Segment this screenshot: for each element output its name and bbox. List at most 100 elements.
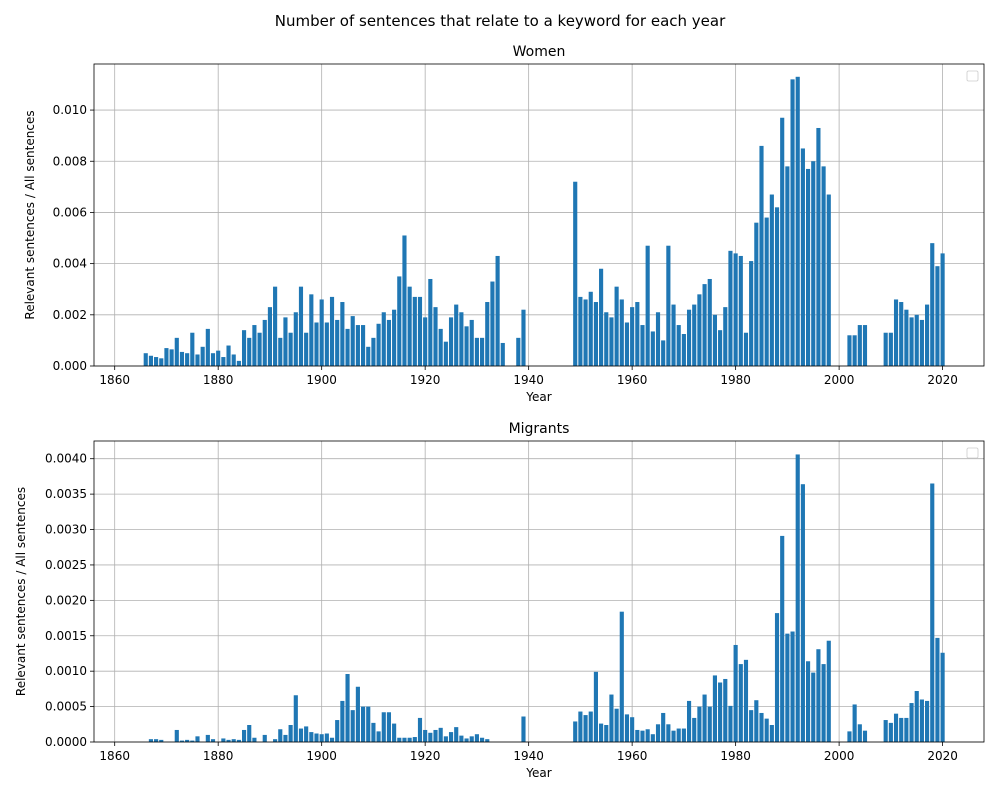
- migrants-bar: [438, 727, 443, 742]
- migrants-bar: [278, 729, 283, 742]
- migrants-bar: [785, 633, 790, 742]
- women-ytick-label: 0.010: [53, 103, 87, 117]
- migrants-legend: [966, 447, 979, 459]
- migrants-bar: [666, 724, 671, 742]
- women-bar: [195, 354, 200, 366]
- migrants-bar: [355, 686, 360, 742]
- migrants-bar: [780, 535, 785, 742]
- women-bar: [298, 286, 304, 366]
- women-bar: [231, 354, 236, 366]
- women-ytick-label: 0.006: [53, 205, 87, 219]
- migrants-bar: [707, 706, 712, 742]
- migrants-bar: [241, 729, 247, 742]
- women-bar: [252, 325, 257, 366]
- migrants-bar: [448, 732, 454, 742]
- migrants-bar: [407, 737, 412, 742]
- women-xtick-label: 2020: [927, 373, 958, 387]
- women-xtick-label: 1940: [513, 373, 544, 387]
- migrants-bar: [397, 737, 402, 742]
- migrants-bar: [800, 484, 805, 742]
- migrants-bar: [588, 711, 593, 742]
- migrants-bar: [671, 730, 676, 742]
- women-bar: [386, 319, 392, 366]
- migrants-bar: [433, 729, 438, 742]
- migrants-bar: [190, 740, 195, 742]
- women-bar: [485, 302, 490, 366]
- women-bar: [402, 235, 407, 366]
- migrants-bar: [728, 705, 733, 742]
- migrants-bar: [236, 739, 241, 742]
- women-bar: [919, 319, 924, 366]
- migrants-bar: [226, 739, 231, 742]
- migrants-bar: [474, 734, 479, 742]
- migrants-bar: [521, 716, 526, 742]
- women-bar: [324, 322, 329, 366]
- migrants-bar: [376, 731, 381, 742]
- women-bar: [210, 353, 216, 366]
- women-bar: [412, 296, 417, 366]
- women-bar: [604, 312, 609, 366]
- women-ylabel: Relevant sentences / All sentences: [23, 110, 37, 319]
- migrants-bar: [888, 722, 893, 742]
- women-bar: [454, 304, 459, 366]
- women-bar: [899, 302, 904, 366]
- migrants-bar: [469, 736, 474, 742]
- migrants-bar: [857, 724, 862, 742]
- women-bar: [686, 309, 692, 366]
- migrants-bar: [645, 729, 650, 742]
- women-bar: [221, 357, 226, 366]
- women-bar: [293, 312, 298, 366]
- women-bar: [262, 319, 267, 366]
- women-bar: [417, 296, 423, 366]
- women-bar: [474, 337, 479, 366]
- women-xtick-label: 1920: [410, 373, 441, 387]
- migrants-xtick-label: 1860: [99, 749, 130, 763]
- women-bar: [624, 322, 630, 366]
- migrants-bar: [464, 738, 469, 742]
- women-legend: [966, 70, 979, 82]
- women-bar: [774, 207, 780, 366]
- migrants-ytick-label: 0.0000: [45, 735, 87, 749]
- women-bar: [712, 314, 717, 366]
- women-axes: 1860 1880 1900 1920 1940 1960 1980 2000 2020 0.00…: [23, 44, 985, 404]
- women-bar: [407, 286, 412, 366]
- migrants-bar: [852, 704, 857, 742]
- women-bar: [893, 299, 899, 366]
- women-bar: [862, 325, 868, 366]
- women-bar: [329, 296, 335, 366]
- migrants-bar: [764, 718, 769, 742]
- women-bar: [319, 299, 324, 366]
- migrants-bar: [252, 737, 257, 742]
- women-bar: [816, 127, 821, 366]
- women-bar: [459, 312, 464, 366]
- women-bar: [806, 168, 811, 366]
- women-bar: [930, 243, 935, 366]
- women-bar: [185, 353, 190, 366]
- migrants-xtick-label: 1880: [203, 749, 234, 763]
- migrants-bar: [806, 661, 811, 742]
- women-bar: [397, 276, 402, 366]
- women-bar: [614, 286, 619, 366]
- migrants-bar: [795, 454, 800, 742]
- women-bar: [852, 335, 857, 366]
- women-bar: [226, 345, 231, 366]
- migrants-bar: [811, 672, 816, 742]
- women-bar: [811, 161, 816, 366]
- migrants-bar: [288, 725, 293, 742]
- women-bar: [366, 346, 371, 366]
- women-bar: [340, 302, 345, 366]
- women-bar: [164, 348, 169, 366]
- women-xlabel: Year: [525, 390, 551, 404]
- migrants-bar: [738, 664, 743, 742]
- migrants-bar: [935, 637, 940, 742]
- women-bar: [769, 194, 774, 366]
- migrants-bar: [883, 720, 888, 742]
- migrants-xlabel: Year: [525, 766, 551, 780]
- women-bar: [438, 328, 443, 366]
- migrants-bar: [386, 712, 392, 742]
- women-bar: [278, 337, 283, 366]
- women-bar: [464, 326, 469, 366]
- migrants-bar: [743, 659, 749, 742]
- women-bar: [143, 353, 148, 366]
- women-bar: [174, 337, 179, 366]
